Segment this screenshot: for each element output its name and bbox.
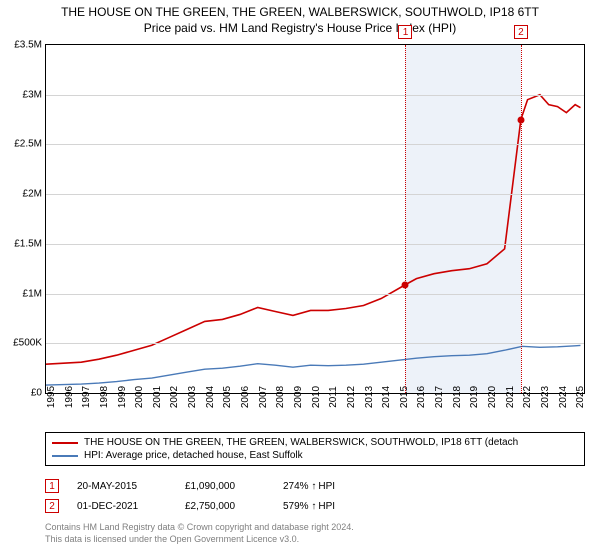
sale-marker-icon: 1 xyxy=(45,479,59,493)
y-axis-tick: £2.5M xyxy=(14,139,42,150)
sale-date: 20-MAY-2015 xyxy=(77,481,167,492)
title-line-2: Price paid vs. HM Land Registry's House … xyxy=(0,20,600,36)
x-axis-tick: 2018 xyxy=(452,386,463,408)
x-axis-tick: 2011 xyxy=(328,386,339,408)
chart-lines xyxy=(46,45,584,393)
y-axis-tick: £1M xyxy=(23,288,42,299)
sales-row: 1 20-MAY-2015 £1,090,000 274% HPI xyxy=(45,476,335,496)
y-axis-tick: £3.5M xyxy=(14,40,42,51)
x-axis-tick: 2017 xyxy=(434,386,445,408)
y-axis-tick: £0 xyxy=(31,388,42,399)
legend-swatch xyxy=(52,455,78,457)
x-axis-tick: 2001 xyxy=(152,386,163,408)
y-axis-tick: £2M xyxy=(23,189,42,200)
x-axis-tick: 2019 xyxy=(469,386,480,408)
x-axis-tick: 2012 xyxy=(346,386,357,408)
x-axis-tick: 2004 xyxy=(205,386,216,408)
x-axis-tick: 1997 xyxy=(81,386,92,408)
x-axis-tick: 2005 xyxy=(222,386,233,408)
x-axis-tick: 2002 xyxy=(169,386,180,408)
chart-container: THE HOUSE ON THE GREEN, THE GREEN, WALBE… xyxy=(0,0,600,560)
sale-marker-icon: 2 xyxy=(45,499,59,513)
sale-price: £1,090,000 xyxy=(185,481,265,492)
sale-pct: 274% HPI xyxy=(283,481,335,492)
y-axis-tick: £500K xyxy=(13,338,42,349)
x-axis-tick: 2024 xyxy=(558,386,569,408)
y-axis-tick: £3M xyxy=(23,89,42,100)
x-axis-tick: 2003 xyxy=(187,386,198,408)
x-axis-tick: 2010 xyxy=(311,386,322,408)
x-axis-tick: 1996 xyxy=(64,386,75,408)
x-axis-tick: 2020 xyxy=(487,386,498,408)
x-axis-tick: 1995 xyxy=(46,386,57,408)
sale-date: 01-DEC-2021 xyxy=(77,501,167,512)
x-axis-tick: 2015 xyxy=(399,386,410,408)
chart-marker-icon: 1 xyxy=(398,25,412,39)
sale-price: £2,750,000 xyxy=(185,501,265,512)
x-axis-tick: 2008 xyxy=(275,386,286,408)
legend-item: HPI: Average price, detached house, East… xyxy=(52,449,578,462)
footer: Contains HM Land Registry data © Crown c… xyxy=(45,522,354,545)
x-axis-tick: 2025 xyxy=(575,386,586,408)
legend-swatch xyxy=(52,442,78,444)
x-axis-tick: 2007 xyxy=(258,386,269,408)
sales-table: 1 20-MAY-2015 £1,090,000 274% HPI 2 01-D… xyxy=(45,476,335,516)
x-axis-tick: 1999 xyxy=(117,386,128,408)
x-axis-tick: 2006 xyxy=(240,386,251,408)
chart-marker-icon: 2 xyxy=(514,25,528,39)
x-axis-tick: 2014 xyxy=(381,386,392,408)
x-axis-tick: 2009 xyxy=(293,386,304,408)
x-axis-tick: 2023 xyxy=(540,386,551,408)
legend-label: HPI: Average price, detached house, East… xyxy=(84,450,303,461)
x-axis-tick: 2013 xyxy=(364,386,375,408)
x-axis-tick: 2000 xyxy=(134,386,145,408)
chart-title: THE HOUSE ON THE GREEN, THE GREEN, WALBE… xyxy=(0,0,600,36)
x-axis-tick: 2022 xyxy=(522,386,533,408)
footer-line: Contains HM Land Registry data © Crown c… xyxy=(45,522,354,534)
legend-item: THE HOUSE ON THE GREEN, THE GREEN, WALBE… xyxy=(52,436,578,449)
sales-row: 2 01-DEC-2021 £2,750,000 579% HPI xyxy=(45,496,335,516)
plot-area: £0£500K£1M£1.5M£2M£2.5M£3M£3.5M199519961… xyxy=(45,44,585,394)
legend: THE HOUSE ON THE GREEN, THE GREEN, WALBE… xyxy=(45,432,585,466)
title-line-1: THE HOUSE ON THE GREEN, THE GREEN, WALBE… xyxy=(0,4,600,20)
x-axis-tick: 2016 xyxy=(416,386,427,408)
legend-label: THE HOUSE ON THE GREEN, THE GREEN, WALBE… xyxy=(84,437,518,448)
x-axis-tick: 2021 xyxy=(505,386,516,408)
sale-pct: 579% HPI xyxy=(283,501,335,512)
footer-line: This data is licensed under the Open Gov… xyxy=(45,534,354,546)
x-axis-tick: 1998 xyxy=(99,386,110,408)
y-axis-tick: £1.5M xyxy=(14,238,42,249)
